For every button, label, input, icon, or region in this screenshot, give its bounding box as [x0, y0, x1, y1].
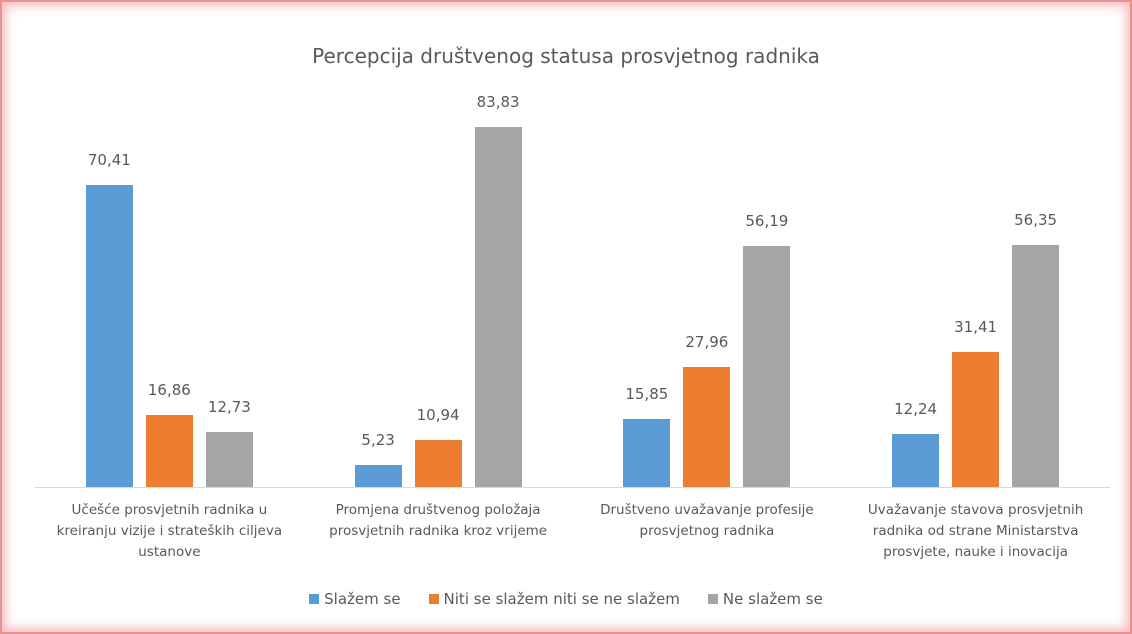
legend-label: Niti se slažem niti se ne slažem	[443, 590, 680, 608]
bar	[892, 434, 940, 487]
legend-swatch	[428, 594, 439, 604]
legend-swatch	[309, 594, 320, 604]
value-label: 56,19	[745, 211, 789, 230]
value-label: 70,41	[87, 150, 131, 169]
value-label: 83,83	[476, 93, 520, 111]
value-label: 16,86	[147, 380, 191, 399]
legend: Slažem se Niti se slažem niti se ne slaže…	[0, 590, 1132, 608]
legend-item: Ne slažem se	[707, 590, 823, 608]
value-label: 27,96	[685, 332, 729, 351]
bar	[1012, 245, 1060, 487]
bar	[414, 440, 462, 487]
value-label: 12,24	[894, 400, 938, 419]
bar	[85, 184, 133, 487]
bar	[474, 127, 522, 487]
x-tick-label: Uvažavanje stavova prosvjetnih radnika o…	[867, 502, 1084, 560]
value-label: 15,85	[625, 384, 669, 403]
value-label: 56,35	[1014, 211, 1058, 229]
x-tick-label: Učešće prosvjetnih radnika u kreiranju v…	[56, 502, 283, 560]
legend-swatch	[707, 594, 718, 604]
value-label: 5,23	[361, 430, 395, 449]
bar	[145, 414, 193, 487]
legend-label: Slažem se	[324, 590, 401, 608]
bar	[952, 352, 1000, 487]
bar	[743, 245, 791, 487]
bar	[623, 418, 671, 487]
bar	[683, 366, 731, 487]
bar	[354, 464, 402, 487]
value-label: 12,73	[207, 398, 251, 417]
x-tick-label: Društveno uvažavanje profesije prosvjetn…	[600, 502, 814, 539]
bar	[205, 432, 253, 487]
chart-title: Percepcija društvenog statusa prosvjetno…	[312, 44, 820, 68]
baseline	[35, 487, 1110, 488]
legend-item: Slažem se	[309, 590, 401, 608]
value-label: 31,41	[954, 318, 998, 337]
value-label: 10,94	[416, 406, 460, 425]
legend-item: Niti se slažem niti se ne slažem	[428, 590, 680, 608]
legend-label: Ne slažem se	[722, 590, 823, 608]
x-tick-label: Promjena društvenog položaja prosvjetnih…	[329, 502, 548, 539]
